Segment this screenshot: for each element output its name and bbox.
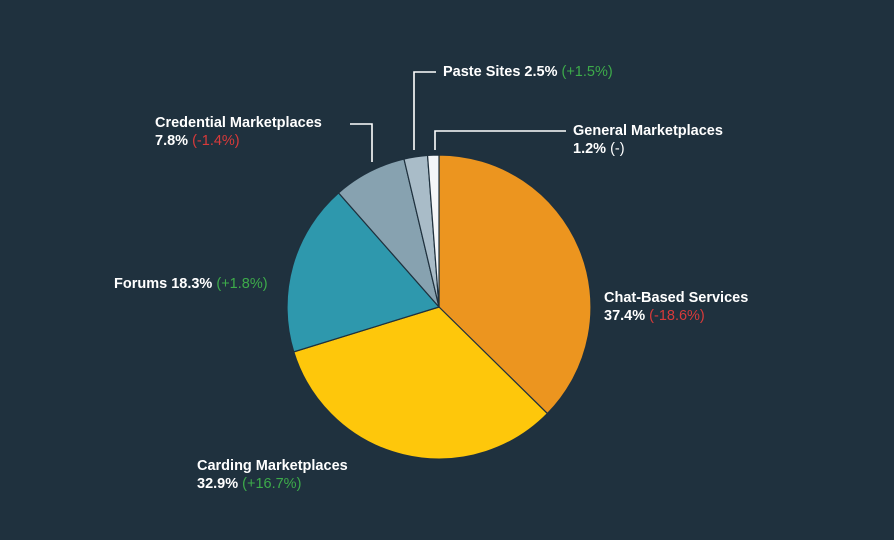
slice-percent: 2.5% — [524, 64, 558, 80]
label-general-marketplaces: General Marketplaces 1.2% (-) — [573, 122, 723, 158]
pie-slice-chat-based-services — [438, 154, 592, 415]
slice-percent: 1.2% — [573, 141, 607, 157]
slice-change: (+1.5%) — [561, 64, 613, 80]
leader-line-general — [434, 130, 566, 150]
leader-line-credential — [350, 123, 373, 162]
pie-slice-forums — [286, 192, 441, 353]
slice-change: (-1.4%) — [192, 133, 240, 149]
slice-name: Paste Sites — [443, 64, 521, 80]
leader-line-paste — [413, 71, 436, 150]
pie-slices — [286, 154, 592, 460]
slice-name: Carding Marketplaces — [197, 458, 348, 474]
slice-name: General Marketplaces — [573, 123, 723, 139]
slice-name: Credential Marketplaces — [155, 115, 322, 131]
label-credential-marketplaces: Credential Marketplaces 7.8% (-1.4%) — [155, 114, 322, 150]
slice-change: (+16.7%) — [242, 476, 302, 492]
slice-name: Chat-Based Services — [604, 290, 749, 306]
slice-percent: 18.3% — [171, 276, 213, 292]
label-chat-based-services: Chat-Based Services 37.4% (-18.6%) — [604, 289, 748, 325]
slice-percent: 7.8% — [155, 133, 189, 149]
slice-change: (-18.6%) — [649, 308, 705, 324]
pie-slice-general-marketplaces — [426, 154, 440, 308]
slice-name: Forums — [114, 276, 168, 292]
label-forums: Forums 18.3% (+1.8%) — [114, 275, 268, 293]
label-paste-sites: Paste Sites 2.5% (+1.5%) — [443, 63, 613, 81]
slice-percent: 32.9% — [197, 476, 239, 492]
slice-change: (-) — [610, 141, 625, 157]
slice-percent: 37.4% — [604, 308, 646, 324]
pie-slice-carding-marketplaces — [293, 306, 549, 460]
leader-lines — [350, 71, 566, 162]
slice-change: (+1.8%) — [216, 276, 268, 292]
label-carding-marketplaces: Carding Marketplaces 32.9% (+16.7%) — [197, 457, 348, 493]
